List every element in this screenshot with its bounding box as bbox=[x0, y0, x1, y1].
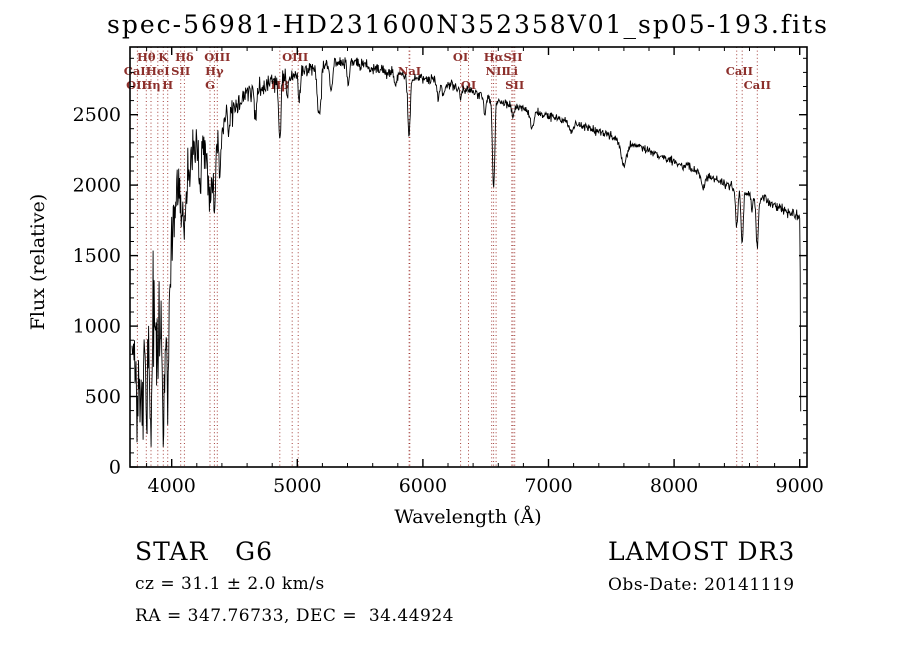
line-label-HeI: HeI bbox=[146, 64, 170, 78]
y-tick-label: 500 bbox=[85, 386, 121, 408]
classification-label: STAR G6 bbox=[135, 537, 274, 566]
line-label-OIII: OIII bbox=[204, 50, 230, 64]
x-tick-label: 9000 bbox=[776, 475, 824, 497]
x-axis-label: Wavelength (Å) bbox=[394, 506, 541, 528]
x-tick-label: 6000 bbox=[399, 475, 447, 497]
y-tick-label: 2500 bbox=[73, 104, 121, 126]
line-label-CaII: CaII bbox=[726, 64, 753, 78]
axis-ticks: 4000 5000 6000 7000 8000 9000 0 500 1000 1500 2000… bbox=[73, 47, 824, 497]
plot-frame bbox=[129, 46, 808, 468]
x-tick-label: 7000 bbox=[524, 475, 572, 497]
line-label-G: G bbox=[205, 78, 215, 92]
plot-title: spec-56981-HD231600N352358V01_sp05-193.f… bbox=[107, 10, 829, 39]
y-tick-label: 1500 bbox=[73, 245, 121, 267]
radec-label: RA = 347.76733, DEC = 34.44924 bbox=[135, 606, 454, 626]
line-label-OI: OI bbox=[461, 78, 476, 92]
line-label-H: H bbox=[162, 78, 173, 92]
x-tick-label: 5000 bbox=[273, 475, 321, 497]
survey-label: LAMOST DR3 bbox=[608, 537, 796, 566]
line-label-Hα: Hα bbox=[484, 50, 504, 64]
y-tick-label: 0 bbox=[109, 457, 121, 479]
line-label-CaII: CaII bbox=[744, 78, 771, 92]
line-label-SII: SII bbox=[505, 78, 524, 92]
line-label-Li: Li bbox=[506, 64, 519, 78]
line-label-OII: OII bbox=[126, 78, 147, 92]
line-label-OIII: OIII bbox=[282, 50, 308, 64]
x-tick-label: 4000 bbox=[148, 475, 196, 497]
line-label-Hθ: Hθ bbox=[137, 50, 156, 64]
line-label-K: K bbox=[158, 50, 169, 64]
line-label-SII: SII bbox=[171, 64, 190, 78]
line-label-Hη: Hη bbox=[141, 78, 160, 92]
line-label-NaI: NaI bbox=[398, 64, 421, 78]
line-label-SII: SII bbox=[503, 50, 522, 64]
y-tick-label: 1000 bbox=[73, 316, 121, 338]
y-axis-label: Flux (relative) bbox=[27, 194, 49, 331]
spectrum-trace bbox=[131, 57, 802, 447]
y-tick-label: 2000 bbox=[73, 175, 121, 197]
line-label-OI: OI bbox=[453, 50, 468, 64]
line-label-Hδ: Hδ bbox=[175, 50, 194, 64]
obsdate-label: Obs-Date: 20141119 bbox=[608, 575, 795, 595]
line-label-Hγ: Hγ bbox=[205, 64, 224, 78]
cz-label: cz = 31.1 ± 2.0 km/s bbox=[135, 574, 325, 594]
x-tick-label: 8000 bbox=[650, 475, 698, 497]
line-label-NII: NII bbox=[485, 64, 506, 78]
